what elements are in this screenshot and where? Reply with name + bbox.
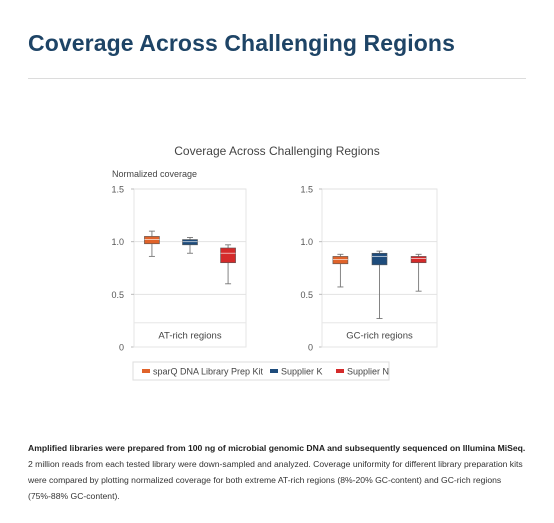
legend-label-1: sparQ DNA Library Prep Kit [153,367,264,377]
y-tick-label: 0.5 [111,290,124,300]
caption-text: 2 million reads from each tested library… [28,459,523,501]
region-label: AT-rich regions [158,330,221,341]
y-tick-label: 1.0 [300,237,313,247]
caption-bold-text: Amplified libraries were prepared from 1… [28,443,526,453]
figure-caption: Amplified libraries were prepared from 1… [28,440,528,504]
legend-frame [132,361,390,381]
region-label-box [321,322,438,348]
box-1 [144,236,160,245]
box-2 [182,239,198,246]
region-label: GC-rich regions [346,330,413,341]
legend-swatch-3 [336,369,344,373]
y-tick-label: 1.5 [111,185,124,195]
legend-label-2: Supplier K [281,367,323,377]
coverage-box-chart: Coverage Across Challenging Regions Norm… [111,144,438,381]
y-tick-label: 0.5 [300,290,313,300]
legend-label-3: Supplier N [347,367,389,377]
page-heading: Coverage Across Challenging Regions [28,30,455,56]
panel-2: 0 0.5 1.0 1.5 GC-rich regions [300,185,438,353]
heading-divider [28,78,526,79]
y-axis-label: Normalized coverage [112,169,197,179]
chart-title: Coverage Across Challenging Regions [174,144,379,158]
y-tick-label: 0 [119,343,124,353]
panel-1: 0 0.5 1.0 1.5 AT-rich regions [111,185,247,353]
box-2 [371,252,388,266]
y-tick-label: 0 [308,343,313,353]
box-3 [410,256,427,264]
box-3 [220,247,236,264]
legend: sparQ DNA Library Prep Kit Supplier K Supp… [132,361,390,381]
legend-swatch-1 [142,369,150,373]
y-tick-label: 1.0 [111,237,124,247]
legend-swatch-2 [270,369,278,373]
y-tick-label: 1.5 [300,185,313,195]
region-label-box [133,322,247,348]
box-1 [332,256,349,265]
